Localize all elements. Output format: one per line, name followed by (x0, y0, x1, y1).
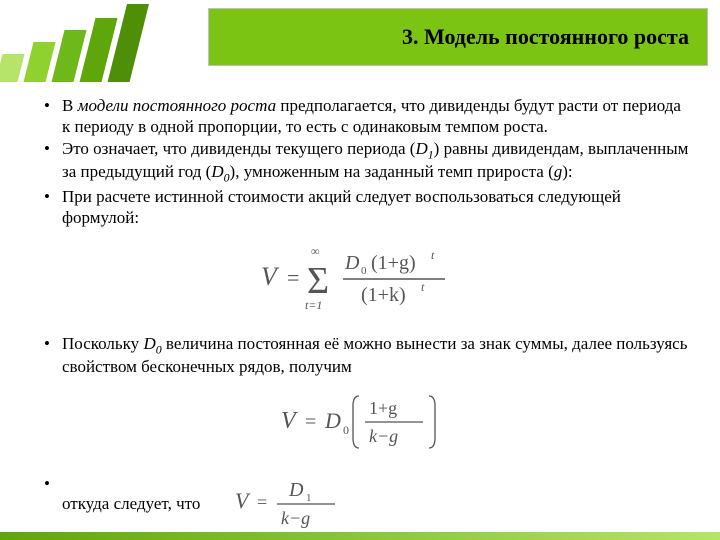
bullet-4: Поскольку D0 величина постоянная её можн… (44, 334, 692, 378)
slide-title: 3. Модель постоянного роста (209, 24, 707, 50)
growth-bars-decor (0, 0, 200, 82)
formula-1: V = Σ ∞ t=1 D 0 (1+g) t (1+k) t (44, 241, 692, 321)
eq2-bracket-left (353, 396, 359, 448)
formula-3-inline: V = D 1 k−g (231, 474, 361, 536)
eq1-D: D (344, 252, 360, 274)
header-region: 3. Модель постоянного роста (0, 0, 720, 82)
eq1-inf: ∞ (311, 244, 320, 258)
eq1-lower: t=1 (305, 298, 322, 312)
eq2-V: V (281, 408, 298, 434)
bullet-2-text: Это означает, что дивиденды текущего пер… (62, 139, 688, 181)
title-box: 3. Модель постоянного роста (208, 8, 708, 66)
bullet-list-3: откуда следует, что V = D 1 k−g (44, 474, 692, 536)
eq1-eq: = (287, 265, 299, 290)
bullet-3-text: При расчете истинной стоимости акций сле… (62, 187, 621, 227)
eq2-den: k−g (369, 426, 398, 446)
eq3-den: k−g (281, 508, 310, 528)
eq1-V: V (261, 262, 280, 291)
eq2-num: 1+g (369, 398, 397, 418)
eq1-sub0: 0 (361, 265, 367, 277)
eq2-D: D (324, 408, 341, 433)
eq1-den-paren: (1+k) (361, 284, 406, 306)
bullet-1: В модели постоянного роста предполагаетс… (44, 96, 692, 137)
bullet-3: При расчете истинной стоимости акций сле… (44, 187, 692, 228)
content-area: В модели постоянного роста предполагаетс… (0, 82, 720, 536)
bullet-2: Это означает, что дивиденды текущего пер… (44, 139, 692, 185)
sigma-icon: Σ (307, 260, 329, 302)
formula-2: V = D 0 1+g k−g (44, 390, 692, 460)
eq1-num-t: t (431, 248, 435, 262)
eq3-D: D (288, 479, 304, 501)
bullet-5: откуда следует, что V = D 1 k−g (44, 474, 692, 536)
eq1-den-t: t (421, 280, 425, 294)
eq2-eq: = (305, 411, 316, 433)
bullet-list: В модели постоянного роста предполагаетс… (44, 96, 692, 229)
footer-accent-bar (0, 532, 720, 540)
eq1-num-paren: (1+g) (371, 252, 416, 274)
eq2-bracket-right (429, 396, 435, 448)
eq3-V: V (235, 488, 251, 513)
bullet-4-text: Поскольку D0 величина постоянная её можн… (62, 334, 687, 376)
eq2-sub0: 0 (343, 423, 349, 437)
eq3-sub1: 1 (306, 492, 312, 504)
bullet-5-text: откуда следует, что (62, 494, 200, 513)
bullet-list-2: Поскольку D0 величина постоянная её можн… (44, 334, 692, 378)
bullet-1-text: В модели постоянного роста предполагаетс… (62, 96, 681, 136)
eq3-eq: = (257, 492, 267, 512)
